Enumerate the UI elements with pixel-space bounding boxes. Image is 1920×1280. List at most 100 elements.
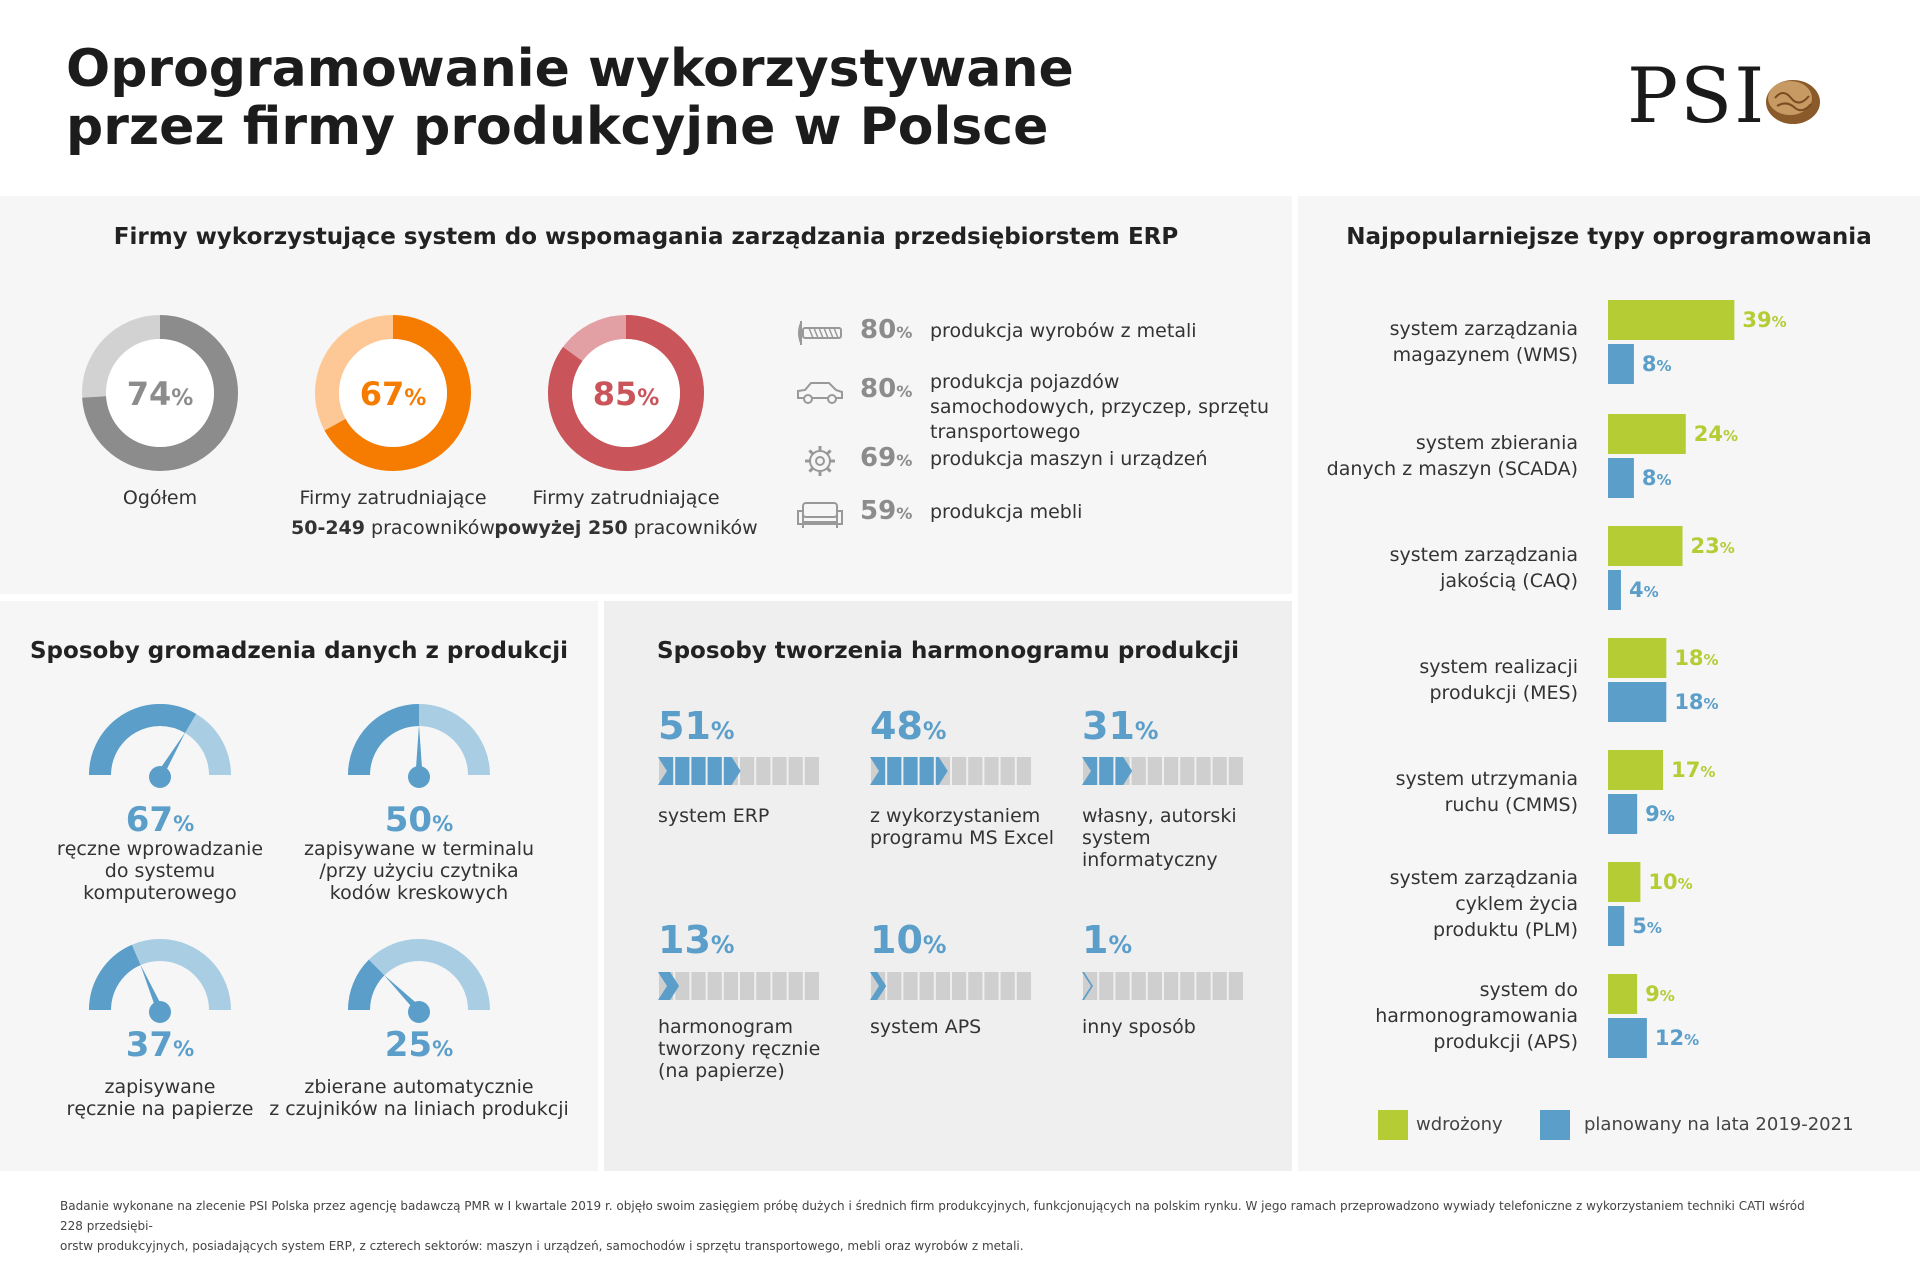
schedule-value-number: 13 [658, 918, 711, 962]
category-label-line: system zbierania [1415, 432, 1578, 454]
category-label-line: magazynem (WMS) [1392, 344, 1578, 366]
category-label-7: system do harmonogramowania produkcji (APS… [1300, 977, 1578, 1055]
gauge-value-number-percent-sign: % [432, 811, 454, 836]
sector-value-number-percent-sign: % [896, 382, 913, 401]
category-label-6: system zarządzania cyklem życia produktu (… [1300, 865, 1578, 943]
schedule-value-number-percent-sign: % [710, 931, 735, 959]
gauge-fill [348, 704, 420, 776]
bar-planned [1608, 794, 1638, 834]
schedule-label-5: system APS [870, 1016, 1070, 1038]
schedule-bar-segment [804, 757, 819, 785]
schedule-bar-segment [1164, 972, 1179, 1000]
schedule-bars [658, 757, 1243, 1000]
erp-donuts: 74% 67% 85% [82, 315, 704, 471]
legend-label-implemented: wdrożony [1416, 1114, 1503, 1135]
schedule-value-number: 48 [870, 704, 923, 748]
schedule-bar-segment [1180, 757, 1195, 785]
category-label-1: system zarządzania magazynem (WMS) [1300, 316, 1578, 368]
schedule-label-line: system APS [870, 1016, 982, 1038]
schedule-label-2: z wykorzystaniem programu MS Excel [870, 805, 1070, 849]
schedule-value-number: 1 [1082, 918, 1109, 962]
schedule-bar-segment [1196, 757, 1211, 785]
schedule-label-line: inny sposób [1082, 1016, 1196, 1038]
gauge-value-4: 25% [319, 1025, 519, 1065]
category-label-line: produkcji (APS) [1433, 1031, 1578, 1053]
gauge-label-line: zbierane automatycznie [304, 1076, 534, 1098]
gauge-value-number-percent-sign: % [173, 811, 195, 836]
gauges [89, 704, 490, 1023]
schedule-value-number-percent-sign: % [922, 717, 947, 745]
donut-label-line1: Firmy zatrudniające [532, 487, 720, 509]
schedule-bar-segment [1212, 757, 1227, 785]
schedule-label-line: tworzony ręcznie [658, 1038, 821, 1060]
category-label-5: system utrzymania ruchu (CMMS) [1300, 766, 1578, 818]
schedule-label-line: (na papierze) [658, 1060, 785, 1082]
gauge-label-line: ręcznie na papierze [66, 1098, 254, 1120]
walnut-icon [1766, 80, 1820, 124]
schedule-value-number-percent-sign: % [1108, 931, 1133, 959]
schedule-bar-3 [1082, 757, 1243, 785]
sector-value: 80% [860, 374, 912, 404]
schedule-value-3: 31% [1082, 704, 1158, 748]
erp-title: Firmy wykorzystujące system do wspomagan… [113, 224, 1179, 250]
donut-value: 67% [360, 375, 427, 413]
schedule-bar-segment [984, 757, 999, 785]
schedule-bar-segment [1131, 972, 1146, 1000]
category-label-line: system do [1479, 979, 1578, 1001]
bar-planned [1608, 570, 1621, 610]
donut-label-line1: Ogółem [122, 487, 198, 509]
chart-title: Najpopularniejsze typy oprogramowania [1346, 224, 1872, 250]
gauge-label-line: komputerowego [83, 882, 237, 904]
schedule-bar-segment [1180, 972, 1195, 1000]
schedule-bar-segment [756, 757, 771, 785]
category-label-line: produktu (PLM) [1433, 919, 1578, 941]
bar-value-label: 12% [1655, 1026, 1699, 1050]
scheduling-title: Sposoby tworzenia harmonogramu produkcji [657, 638, 1239, 664]
sector-value-number: 80 [860, 374, 897, 404]
sector-value-number: 59 [860, 496, 897, 526]
bar-implemented [1608, 526, 1683, 566]
gauge-3 [89, 939, 231, 1023]
schedule-bar-segment [675, 972, 690, 1000]
donut-label-line1: Firmy zatrudniające [299, 487, 487, 509]
schedule-bar-segment [788, 757, 803, 785]
gauge-label-line: zapisywane [104, 1076, 216, 1098]
category-label-line: system utrzymania [1395, 768, 1578, 790]
gauge-fill [89, 704, 197, 776]
bar-value-label: 17% [1671, 758, 1715, 782]
schedule-bar-segment [1016, 757, 1031, 785]
schedule-bar-fill [870, 972, 887, 1000]
sector-label: produkcja mebli [930, 501, 1083, 523]
bar-value-label: 39% [1742, 308, 1786, 332]
gauge-hub [149, 1001, 171, 1023]
sector-value: 59% [860, 496, 912, 526]
bar-value-label: 8% [1642, 352, 1672, 376]
schedule-bar-fill [870, 757, 948, 785]
gauge-value-number: 50 [384, 800, 433, 840]
bar-value-label: 24% [1694, 422, 1738, 446]
schedule-label-line: system [1082, 827, 1151, 849]
schedule-bar-segment [772, 757, 787, 785]
schedule-bar-segment [691, 972, 706, 1000]
bar-planned [1608, 906, 1625, 946]
schedule-value-number-percent-sign: % [1134, 717, 1159, 745]
donut-hole [339, 339, 447, 447]
gauge-value-number: 25 [384, 1025, 433, 1065]
page-title: Oprogramowanie wykorzystywane przez firm… [66, 40, 1074, 156]
bar-value-label: 10% [1648, 870, 1692, 894]
bar-value-label: 4% [1629, 578, 1659, 602]
gauge-4 [348, 939, 490, 1023]
gauge-label-line: ręczne wprowadzanie [56, 838, 264, 860]
title-line-2: przez firmy produkcyjne w Polsce [66, 97, 1049, 157]
schedule-bar-segment [919, 972, 934, 1000]
donut-label-2: Firmy zatrudniające 50-249 pracowników [253, 483, 533, 543]
software-bar-chart: 39% 8% 24% 8% 23% 4% 18% 18% 17% 9% 10% 5% 9% 12% [1608, 300, 1787, 1058]
bar-planned [1608, 344, 1634, 384]
category-label-line: system zarządzania [1389, 544, 1578, 566]
schedule-label-1: system ERP [658, 805, 858, 827]
schedule-label-line: własny, autorski [1082, 805, 1237, 827]
sector-row-3: 69% produkcja maszyn i urządzeń [795, 441, 1295, 481]
donut-label-line2: 50-249 pracowników [253, 513, 533, 543]
bar-planned [1608, 1018, 1647, 1058]
schedule-value-number: 31 [1082, 704, 1135, 748]
